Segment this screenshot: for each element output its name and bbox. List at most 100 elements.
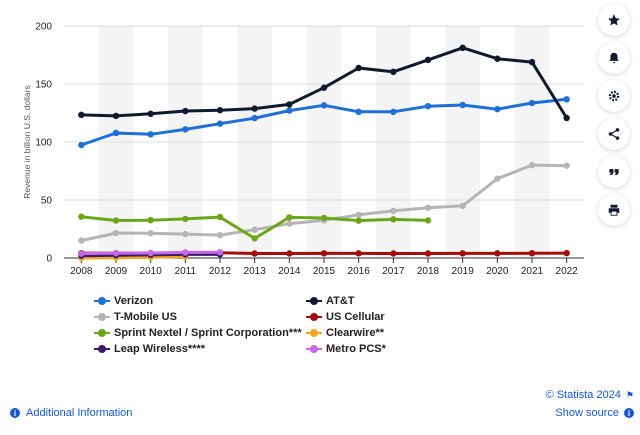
legend-item[interactable]: US Cellular <box>306 309 385 325</box>
data-point[interactable] <box>424 56 432 64</box>
y-tick-label: 200 <box>35 22 52 33</box>
data-point[interactable] <box>390 207 397 215</box>
data-point[interactable] <box>320 84 328 91</box>
show-source-button[interactable]: Show source i <box>555 407 634 419</box>
notification-button[interactable] <box>598 42 630 74</box>
legend-item[interactable]: T-Mobile US <box>94 309 177 325</box>
data-point[interactable] <box>459 202 466 209</box>
legend-item[interactable]: Verizon <box>94 293 153 309</box>
data-point[interactable] <box>286 214 293 221</box>
y-axis-label: Revenue in billion U.S. dollars <box>22 85 32 198</box>
data-point[interactable] <box>251 226 258 233</box>
data-point[interactable] <box>494 175 501 182</box>
data-point[interactable] <box>78 237 85 244</box>
data-point[interactable] <box>528 250 536 257</box>
data-point[interactable] <box>494 250 501 257</box>
data-point[interactable] <box>216 231 224 239</box>
data-point[interactable] <box>286 220 293 227</box>
data-point[interactable] <box>459 250 466 257</box>
data-point[interactable] <box>112 229 120 237</box>
data-point[interactable] <box>78 111 85 119</box>
series-line-5 <box>79 255 187 260</box>
data-point[interactable] <box>112 217 120 224</box>
flag-icon: ⚑ <box>625 389 634 400</box>
data-point[interactable] <box>182 107 189 115</box>
legend-marker-icon <box>306 328 322 338</box>
data-point[interactable] <box>147 249 154 257</box>
data-point[interactable] <box>78 250 85 257</box>
data-point[interactable] <box>355 211 362 219</box>
data-point[interactable] <box>251 114 258 122</box>
data-point[interactable] <box>286 101 293 108</box>
data-point[interactable] <box>390 216 397 223</box>
y-tick-label: 0 <box>46 254 52 265</box>
print-button[interactable] <box>598 194 630 226</box>
x-axis-ticks: 2008 2009 2010 2011 2012 2013 2014 2015 2016 2017… <box>70 258 578 277</box>
data-point[interactable] <box>216 120 224 127</box>
data-point[interactable] <box>320 250 328 257</box>
data-point[interactable] <box>528 99 536 107</box>
data-point[interactable] <box>147 110 154 118</box>
legend-item[interactable]: Metro PCS* <box>306 341 386 357</box>
data-point[interactable] <box>251 105 258 112</box>
data-point[interactable] <box>563 96 570 103</box>
data-point[interactable] <box>424 102 432 110</box>
data-point[interactable] <box>216 213 224 221</box>
data-point[interactable] <box>563 162 570 169</box>
data-point[interactable] <box>112 249 120 257</box>
quote-icon <box>609 169 619 175</box>
data-point[interactable] <box>424 217 432 224</box>
data-point[interactable] <box>182 249 189 256</box>
data-point[interactable] <box>528 58 536 66</box>
data-point[interactable] <box>286 250 293 257</box>
data-point[interactable] <box>182 126 189 133</box>
data-point[interactable] <box>251 235 258 242</box>
data-point[interactable] <box>147 229 154 237</box>
data-point[interactable] <box>320 102 328 109</box>
data-point[interactable] <box>320 214 328 222</box>
legend-label: Clearwire** <box>326 327 385 339</box>
data-point[interactable] <box>494 55 501 62</box>
data-point[interactable] <box>216 107 224 114</box>
legend-marker-icon <box>94 328 110 338</box>
legend-item[interactable]: AT&T <box>306 293 355 309</box>
legend-item[interactable]: Clearwire** <box>306 325 384 341</box>
data-point[interactable] <box>251 250 258 257</box>
data-point[interactable] <box>78 213 85 220</box>
data-point[interactable] <box>563 114 570 122</box>
data-point[interactable] <box>216 249 224 256</box>
statista-credit-link[interactable]: © Statista 2024 ⚑ <box>546 389 634 401</box>
settings-button[interactable] <box>598 80 630 112</box>
data-point[interactable] <box>147 131 154 138</box>
chart-toolbar <box>598 4 634 232</box>
legend-item[interactable]: Leap Wireless**** <box>94 341 205 357</box>
data-point[interactable] <box>182 215 189 223</box>
data-point[interactable] <box>286 107 293 114</box>
favorite-button[interactable] <box>598 4 630 36</box>
data-point[interactable] <box>355 250 362 257</box>
data-point[interactable] <box>563 249 570 257</box>
cite-button[interactable] <box>598 156 630 188</box>
data-point[interactable] <box>147 216 154 224</box>
data-point[interactable] <box>112 129 120 137</box>
data-point[interactable] <box>424 250 432 257</box>
data-point[interactable] <box>459 44 466 52</box>
data-point[interactable] <box>355 217 362 224</box>
data-point[interactable] <box>494 105 501 113</box>
data-point[interactable] <box>528 161 536 169</box>
x-tick-label: 2022 <box>556 266 579 277</box>
data-point[interactable] <box>390 250 397 257</box>
data-point[interactable] <box>390 68 397 76</box>
legend-item[interactable]: Sprint Nextel / Sprint Corporation*** <box>94 325 302 341</box>
data-point[interactable] <box>355 108 362 116</box>
data-point[interactable] <box>182 230 189 238</box>
data-point[interactable] <box>355 64 362 72</box>
data-point[interactable] <box>459 101 466 109</box>
data-point[interactable] <box>112 112 120 120</box>
share-button[interactable] <box>598 118 630 150</box>
data-point[interactable] <box>78 141 85 149</box>
data-point[interactable] <box>390 108 397 116</box>
additional-information-link[interactable]: i Additional Information <box>10 407 132 419</box>
data-point[interactable] <box>424 204 432 211</box>
x-tick-label: 2014 <box>278 266 301 277</box>
